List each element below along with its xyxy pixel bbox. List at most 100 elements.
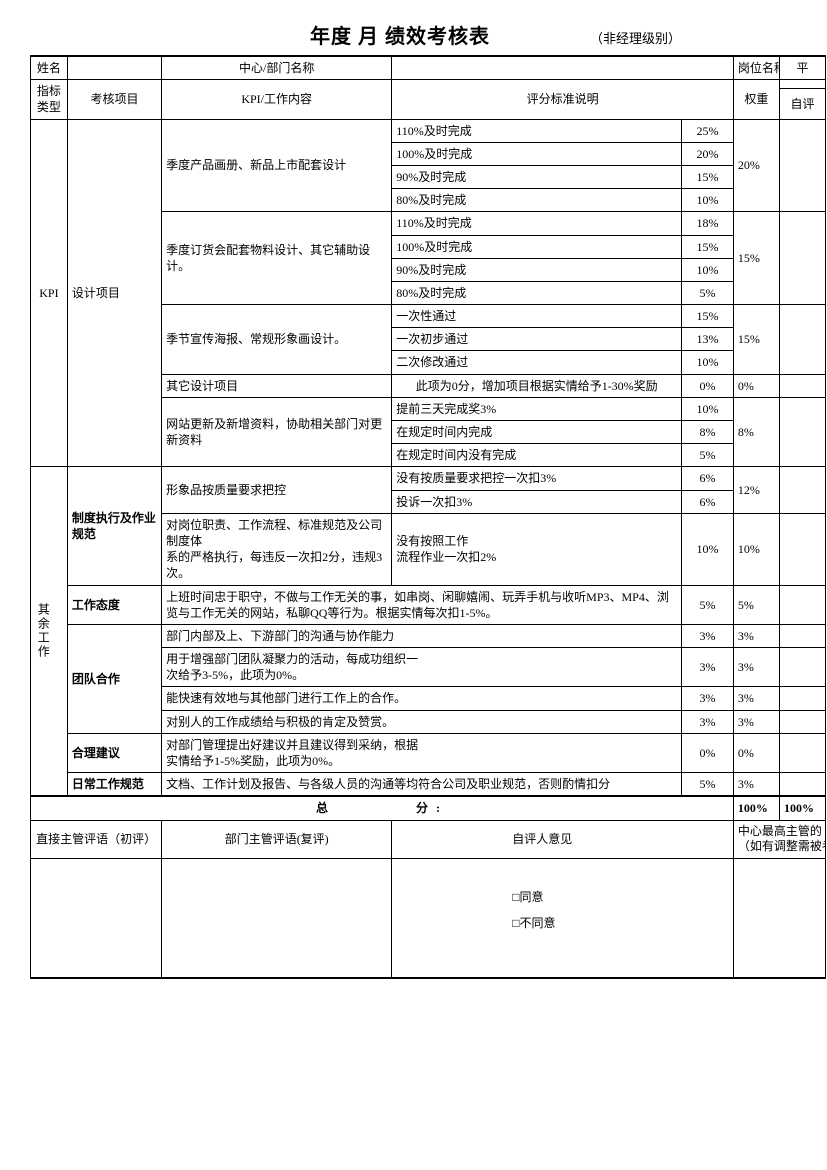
review-col3: 自评人意见	[392, 820, 734, 858]
cell: 对岗位职责、工作流程、标准规范及公司制度体 系的严格执行，每违反一次扣2分，违规…	[162, 513, 392, 585]
cell: 一次初步通过	[392, 328, 682, 351]
cell: 5%	[682, 281, 734, 304]
self-input[interactable]	[779, 119, 825, 212]
cell: 20%	[682, 142, 734, 165]
totals-label: 总 分:	[31, 796, 734, 820]
kpi-g0-weight: 20%	[733, 119, 779, 212]
cell: 3%	[682, 648, 734, 687]
cell: 没有按质量要求把控一次扣3%	[392, 467, 682, 490]
cell: 15%	[682, 165, 734, 188]
other-s2-label: 团队合作	[67, 624, 161, 733]
cell: 在规定时间内没有完成	[392, 444, 682, 467]
page-subtitle: （非经理级别）	[590, 28, 681, 47]
hdr-dept: 中心/部门名称	[162, 56, 392, 80]
hdr-extra: 平	[779, 56, 825, 80]
self-input[interactable]	[779, 467, 825, 513]
review-body1[interactable]	[31, 858, 162, 978]
self-input[interactable]	[779, 687, 825, 710]
kpi-g2-content: 季节宣传海报、常规形象画设计。	[162, 305, 392, 375]
appraisal-table: 姓名 中心/部门名称 岗位名称 平 指标类型 考核项目 KPI/工作内容 评分标…	[30, 55, 826, 979]
cell: 投诉一次扣3%	[392, 490, 682, 513]
hdr-self-eval: 自评	[779, 89, 825, 119]
other-s3-label: 合理建议	[67, 733, 161, 772]
review-body4[interactable]	[733, 858, 825, 978]
self-input[interactable]	[779, 585, 825, 624]
self-input[interactable]	[779, 212, 825, 305]
cell: 8%	[682, 421, 734, 444]
cell: 10%	[682, 258, 734, 281]
other-s4-label: 日常工作规范	[67, 773, 161, 797]
cell: 提前三天完成奖3%	[392, 397, 682, 420]
other-s1-label: 工作态度	[67, 585, 161, 624]
kpi-g3-weight: 0%	[733, 374, 779, 397]
cell: 80%及时完成	[392, 281, 682, 304]
other-type-label: 其余工作	[31, 467, 68, 797]
cell: 一次性通过	[392, 305, 682, 328]
hdr-blank	[779, 80, 825, 89]
cell: 110%及时完成	[392, 212, 682, 235]
cell: 10%	[682, 513, 734, 585]
cell: 5%	[682, 773, 734, 797]
cell: 3%	[733, 624, 779, 647]
dept-value[interactable]	[392, 56, 734, 80]
self-input[interactable]	[779, 710, 825, 733]
cell: 0%	[682, 733, 734, 772]
cell: 3%	[733, 710, 779, 733]
cell: 10%	[682, 189, 734, 212]
hdr-item: 考核项目	[67, 80, 161, 119]
cell: 6%	[682, 467, 734, 490]
name-value[interactable]	[67, 56, 161, 80]
cell: 3%	[682, 624, 734, 647]
cell: 110%及时完成	[392, 119, 682, 142]
cell: 5%	[682, 444, 734, 467]
totals-pct: 100%	[733, 796, 779, 820]
cell: 在规定时间内完成	[392, 421, 682, 444]
hdr-kpi-content: KPI/工作内容	[162, 80, 392, 119]
self-input[interactable]	[779, 648, 825, 687]
review-col4: 中心最高主管的 （如有调整需被考	[733, 820, 825, 858]
cell: 0%	[682, 374, 734, 397]
cell: 100%及时完成	[392, 235, 682, 258]
cell: 用于增强部门团队凝聚力的活动，每成功组织一 次给予3-5%，此项为0%。	[162, 648, 682, 687]
cell: 此项为0分，增加项目根据实情给予1-30%奖励	[392, 374, 682, 397]
cell: 形象品按质量要求把控	[162, 467, 392, 513]
self-input[interactable]	[779, 624, 825, 647]
cell: 3%	[733, 773, 779, 797]
cell: 80%及时完成	[392, 189, 682, 212]
self-input[interactable]	[779, 374, 825, 397]
kpi-g2-weight: 15%	[733, 305, 779, 375]
kpi-g1-content: 季度订货会配套物料设计、其它辅助设计。	[162, 212, 392, 305]
self-input[interactable]	[779, 305, 825, 375]
kpi-type-label: KPI	[31, 119, 68, 467]
cell: 部门内部及上、下游部门的沟通与协作能力	[162, 624, 682, 647]
cell: 5%	[682, 585, 734, 624]
cell: 0%	[733, 733, 779, 772]
self-input[interactable]	[779, 397, 825, 467]
review-body3[interactable]: □同意 □不同意	[392, 858, 734, 978]
agree-checkbox[interactable]: □同意	[512, 889, 729, 905]
cell: 6%	[682, 490, 734, 513]
cell: 5%	[733, 585, 779, 624]
cell: 100%及时完成	[392, 142, 682, 165]
self-input[interactable]	[779, 733, 825, 772]
page-title: 年度 月 绩效考核表	[310, 20, 490, 49]
cell: 13%	[682, 328, 734, 351]
cell: 3%	[733, 687, 779, 710]
cell: 对别人的工作成绩给与积极的肯定及赞赏。	[162, 710, 682, 733]
cell: 对部门管理提出好建议并且建议得到采纳，根据 实情给予1-5%奖励，此项为0%。	[162, 733, 682, 772]
disagree-checkbox[interactable]: □不同意	[512, 915, 729, 931]
cell: 12%	[733, 467, 779, 513]
cell: 3%	[682, 687, 734, 710]
kpi-g0-content: 季度产品画册、新品上市配套设计	[162, 119, 392, 212]
review-body2[interactable]	[162, 858, 392, 978]
hdr-name: 姓名	[31, 56, 68, 80]
cell: 18%	[682, 212, 734, 235]
cell: 没有按照工作 流程作业一次扣2%	[392, 513, 682, 585]
cell: 3%	[682, 710, 734, 733]
kpi-item-label: 设计项目	[67, 119, 161, 467]
review-col2: 部门主管评语(复评)	[162, 820, 392, 858]
kpi-g3-content: 其它设计项目	[162, 374, 392, 397]
self-input[interactable]	[779, 513, 825, 585]
self-input[interactable]	[779, 773, 825, 797]
totals-weight: 100%	[779, 796, 825, 820]
